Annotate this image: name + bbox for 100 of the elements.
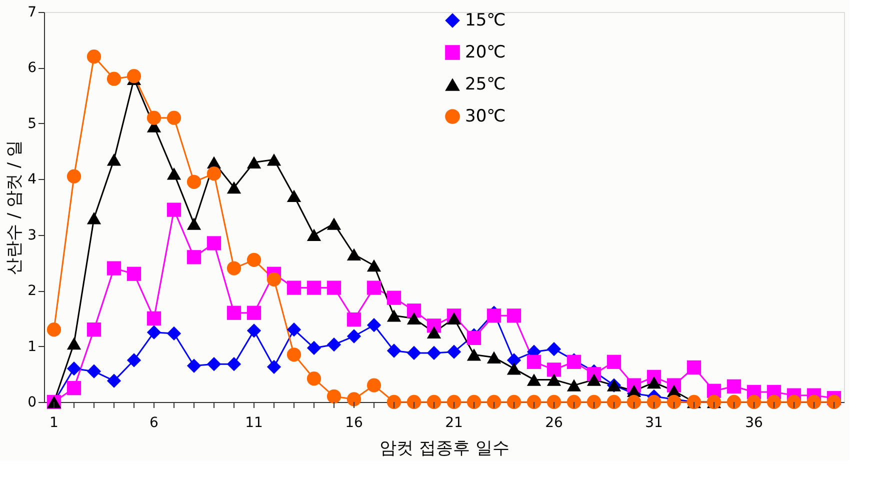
point xyxy=(386,310,402,322)
point xyxy=(246,252,262,267)
point xyxy=(346,312,362,327)
y-tick-label: 1 xyxy=(28,338,36,355)
point xyxy=(726,379,742,394)
point xyxy=(646,394,662,410)
point xyxy=(586,394,602,410)
point xyxy=(546,362,562,377)
point xyxy=(526,394,542,410)
point xyxy=(366,280,382,295)
point xyxy=(446,312,462,325)
point xyxy=(186,174,202,189)
point xyxy=(166,110,182,125)
x-tick-label: 11 xyxy=(245,415,263,431)
point xyxy=(506,308,522,323)
point xyxy=(106,72,122,86)
point xyxy=(386,344,402,358)
point xyxy=(186,250,202,264)
point xyxy=(826,394,842,410)
legend-label: 20℃ xyxy=(465,42,506,62)
point xyxy=(726,394,742,410)
x-tick-label: 16 xyxy=(345,415,363,431)
point xyxy=(346,248,362,260)
y-tick-label: 3 xyxy=(28,227,36,244)
y-axis-title: 산란수 / 암컷 / 일 xyxy=(4,140,25,276)
point xyxy=(346,329,362,344)
point xyxy=(306,280,322,295)
point xyxy=(626,394,642,410)
point xyxy=(66,169,82,184)
point xyxy=(226,261,242,276)
y-tick-label: 4 xyxy=(28,172,37,188)
point xyxy=(166,326,182,341)
point xyxy=(266,154,282,166)
legend-label: 25℃ xyxy=(465,74,506,94)
legend-label: 15℃ xyxy=(465,10,506,30)
point xyxy=(226,306,242,320)
point xyxy=(246,324,262,338)
point xyxy=(326,338,342,352)
point xyxy=(366,318,382,332)
point xyxy=(746,394,762,410)
y-tick-label: 7 xyxy=(28,4,36,20)
point xyxy=(366,378,382,392)
point xyxy=(446,344,462,359)
y-tick-label: 5 xyxy=(28,116,36,132)
point xyxy=(546,342,562,356)
point xyxy=(226,181,242,194)
point xyxy=(306,372,322,386)
point xyxy=(526,374,542,386)
point xyxy=(606,394,622,410)
point xyxy=(686,360,702,375)
point xyxy=(766,394,782,410)
x-tick-label: 1 xyxy=(50,415,58,431)
x-tick-label: 36 xyxy=(745,415,763,431)
y-tick-label: 0 xyxy=(28,394,36,410)
point xyxy=(126,69,142,84)
point xyxy=(126,266,142,281)
point xyxy=(206,357,222,372)
point xyxy=(126,353,142,368)
point xyxy=(86,364,102,378)
point xyxy=(406,346,422,360)
point xyxy=(646,376,662,389)
point xyxy=(566,394,582,410)
point xyxy=(146,311,162,326)
point xyxy=(286,348,302,362)
point xyxy=(186,358,202,373)
point xyxy=(466,348,482,361)
x-axis-title: 암컷 접종후 일수 xyxy=(380,438,510,458)
point xyxy=(66,337,82,350)
x-tick-label: 6 xyxy=(150,415,159,431)
point xyxy=(286,322,302,337)
point xyxy=(166,167,182,180)
point xyxy=(326,389,342,404)
point xyxy=(606,354,622,369)
point xyxy=(546,394,562,410)
point xyxy=(146,325,162,340)
point xyxy=(106,374,122,388)
point xyxy=(386,394,402,410)
point xyxy=(326,218,342,230)
point xyxy=(66,362,82,376)
y-tick-label: 2 xyxy=(28,283,36,300)
y-tick-label: 6 xyxy=(28,60,37,76)
point xyxy=(666,394,682,410)
point xyxy=(466,394,482,410)
point xyxy=(306,340,322,356)
point xyxy=(586,374,602,386)
point xyxy=(406,394,422,410)
x-tick-label: 31 xyxy=(645,415,663,431)
point xyxy=(486,351,502,364)
point xyxy=(426,394,442,410)
point xyxy=(86,50,102,64)
point xyxy=(146,110,162,125)
point xyxy=(346,392,362,406)
point xyxy=(506,394,522,410)
legend-label: 30℃ xyxy=(465,106,506,126)
point xyxy=(446,394,462,410)
point xyxy=(806,394,822,410)
point xyxy=(506,353,522,368)
point xyxy=(86,322,102,337)
point xyxy=(286,190,302,202)
point xyxy=(186,218,202,230)
